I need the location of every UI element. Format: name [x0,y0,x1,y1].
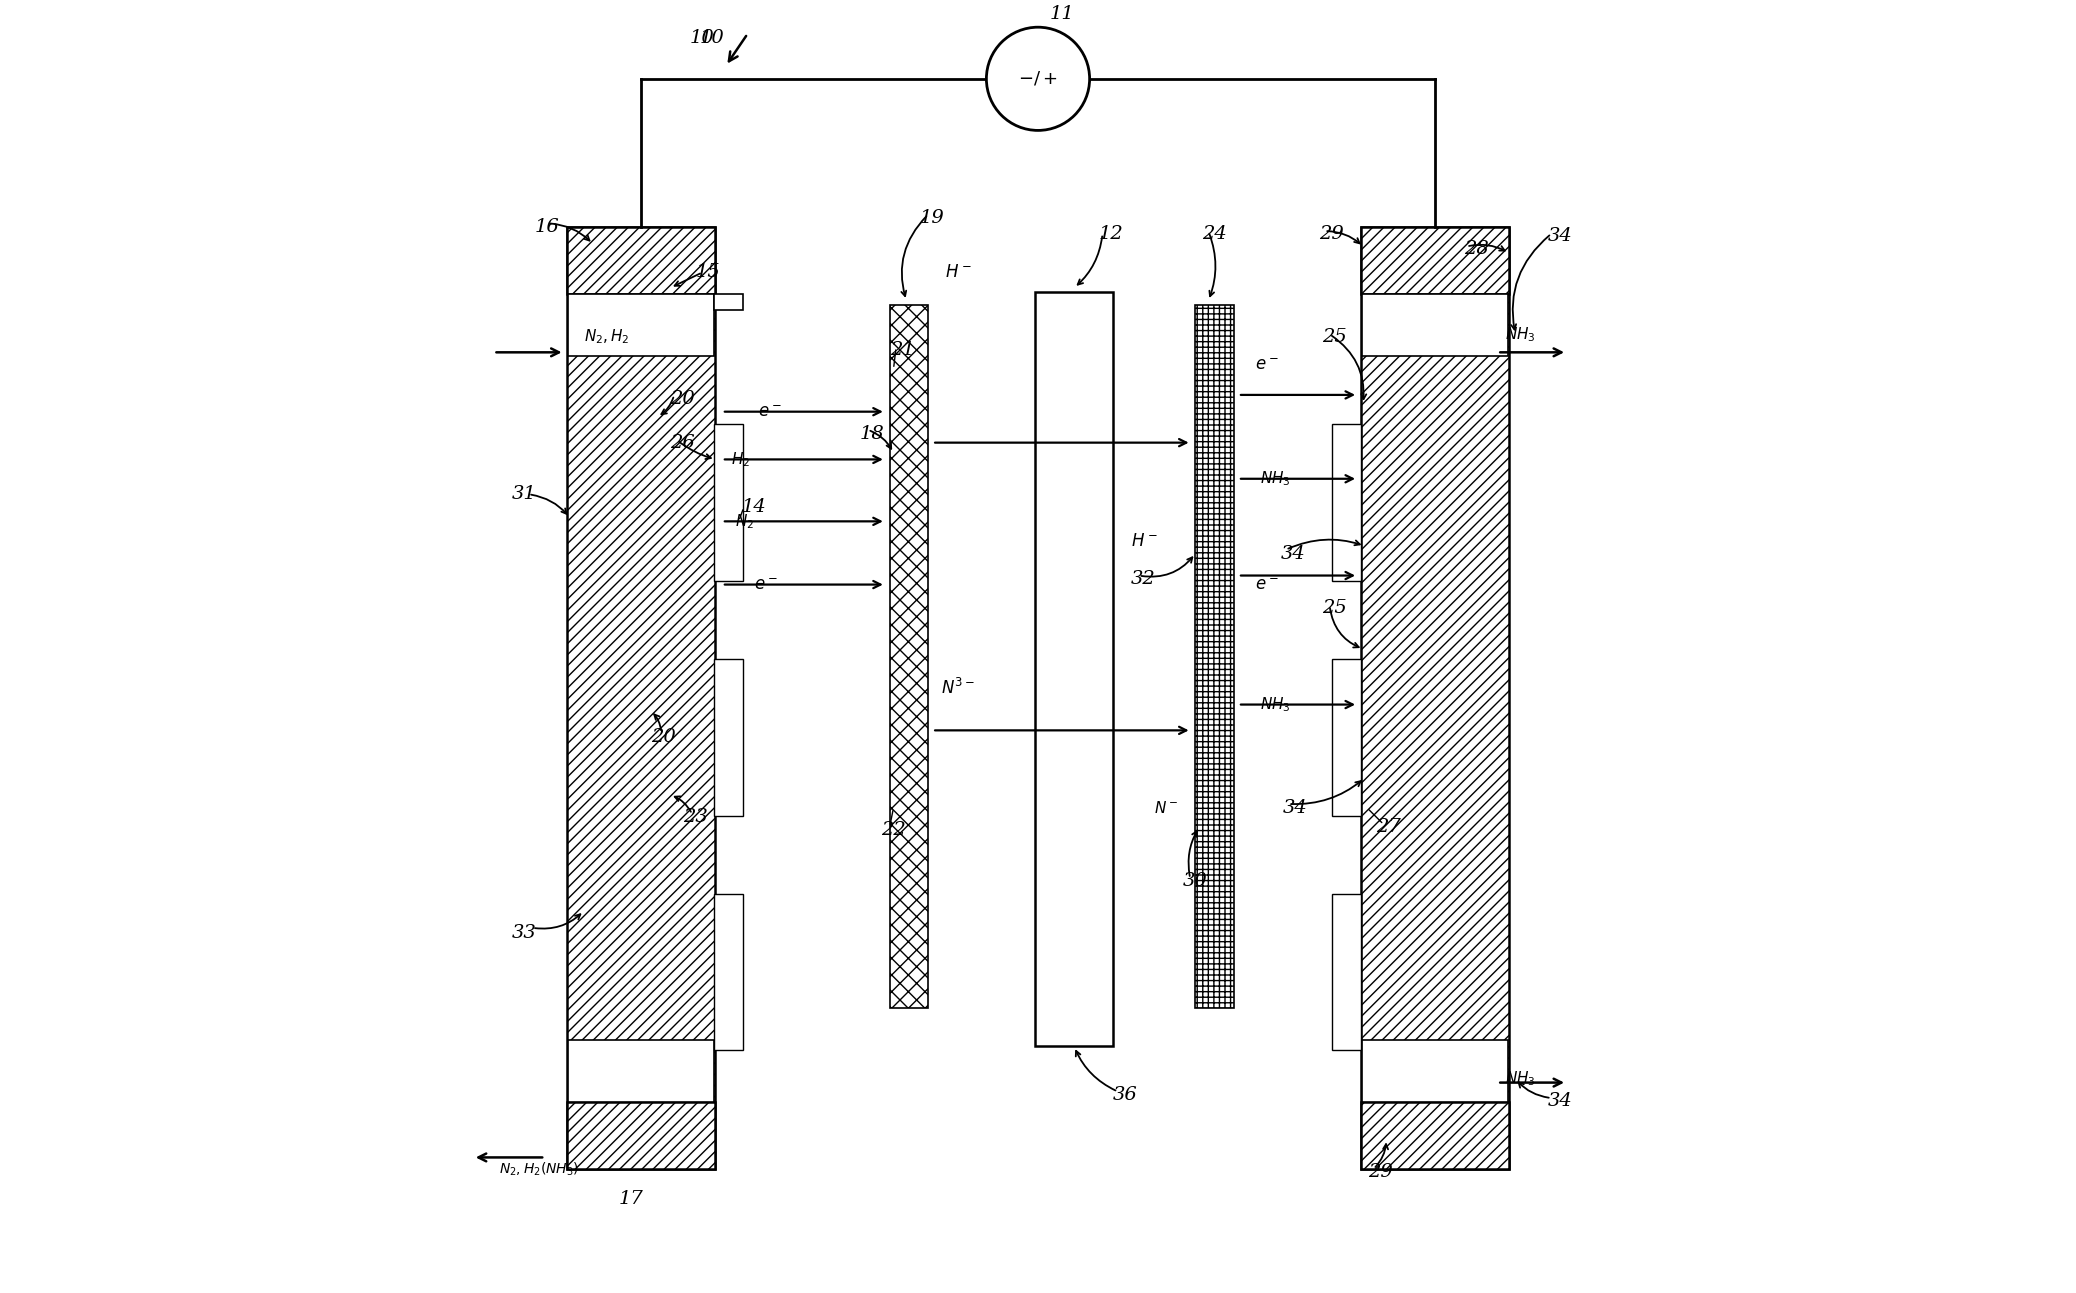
Bar [714,893,743,1050]
Text: $H^-$: $H^-$ [945,264,972,282]
Text: 24: 24 [1202,225,1227,243]
Bar [714,424,743,581]
Bar [714,295,743,310]
Text: $N_2,H_2(NH_3)$: $N_2,H_2(NH_3)$ [498,1160,579,1178]
Text: $e^-$: $e^-$ [758,402,783,420]
Text: 19: 19 [920,209,945,228]
Text: $N^{3-}$: $N^{3-}$ [940,678,976,698]
Circle shape [986,27,1090,131]
Text: 10: 10 [700,28,725,47]
Text: $H^-$: $H^-$ [1131,531,1158,550]
Text: 29: 29 [1368,1162,1393,1181]
Text: 28: 28 [1464,240,1488,259]
Bar [1333,893,1360,1050]
Text: 14: 14 [741,498,766,516]
Text: 22: 22 [880,821,905,839]
Bar [569,295,712,352]
Text: $NH_3$: $NH_3$ [1260,696,1291,714]
Text: $e^-$: $e^-$ [1254,357,1279,374]
Bar [1362,1040,1507,1102]
Bar [1333,424,1360,581]
Bar [567,228,716,1169]
Text: 18: 18 [859,424,884,442]
Text: $e^-$: $e^-$ [1254,575,1279,593]
Text: 16: 16 [536,219,561,237]
Text: $-/+$: $-/+$ [1017,70,1059,88]
Text: 34: 34 [1547,1091,1572,1109]
Bar [1360,228,1509,1169]
Text: 15: 15 [695,264,720,282]
Text: 31: 31 [511,485,536,503]
Bar [1196,305,1233,1007]
Text: 26: 26 [671,433,695,451]
Text: 30: 30 [1183,873,1208,891]
Text: 34: 34 [1281,544,1306,562]
Text: $e^-$: $e^-$ [754,575,778,593]
Text: $N_2,H_2$: $N_2,H_2$ [583,327,629,347]
Bar [714,659,743,816]
Bar [891,305,928,1007]
Bar [1333,659,1360,816]
Text: 20: 20 [671,389,695,407]
Text: 25: 25 [1322,328,1347,345]
Bar [1360,1102,1509,1169]
Text: 27: 27 [1376,818,1401,837]
Text: 34: 34 [1547,228,1572,246]
Text: $N_2$: $N_2$ [735,512,754,530]
Text: 11: 11 [1050,5,1075,23]
Bar [1036,292,1113,1046]
Bar [567,228,716,295]
Text: 25: 25 [1322,599,1347,617]
Bar [569,295,714,356]
Text: 36: 36 [1113,1086,1138,1104]
Text: 17: 17 [619,1190,644,1208]
Text: $NH_3$: $NH_3$ [1260,469,1291,489]
Bar [1360,228,1509,295]
Text: 34: 34 [1283,799,1308,817]
Text: 21: 21 [891,341,913,358]
Text: 12: 12 [1098,225,1123,243]
Text: $H_2$: $H_2$ [731,450,749,469]
Text: 32: 32 [1131,570,1156,588]
Text: 29: 29 [1318,225,1343,243]
Text: 20: 20 [652,728,675,746]
Text: 10: 10 [689,28,714,47]
Text: 33: 33 [511,924,536,941]
Bar [569,1040,714,1102]
Bar [1362,295,1507,356]
Text: $NH_3$: $NH_3$ [1505,325,1536,344]
Text: $NH_3$: $NH_3$ [1505,1069,1536,1089]
Bar [567,1102,716,1169]
Text: $N^-$: $N^-$ [1154,800,1179,816]
Text: 23: 23 [683,808,708,826]
